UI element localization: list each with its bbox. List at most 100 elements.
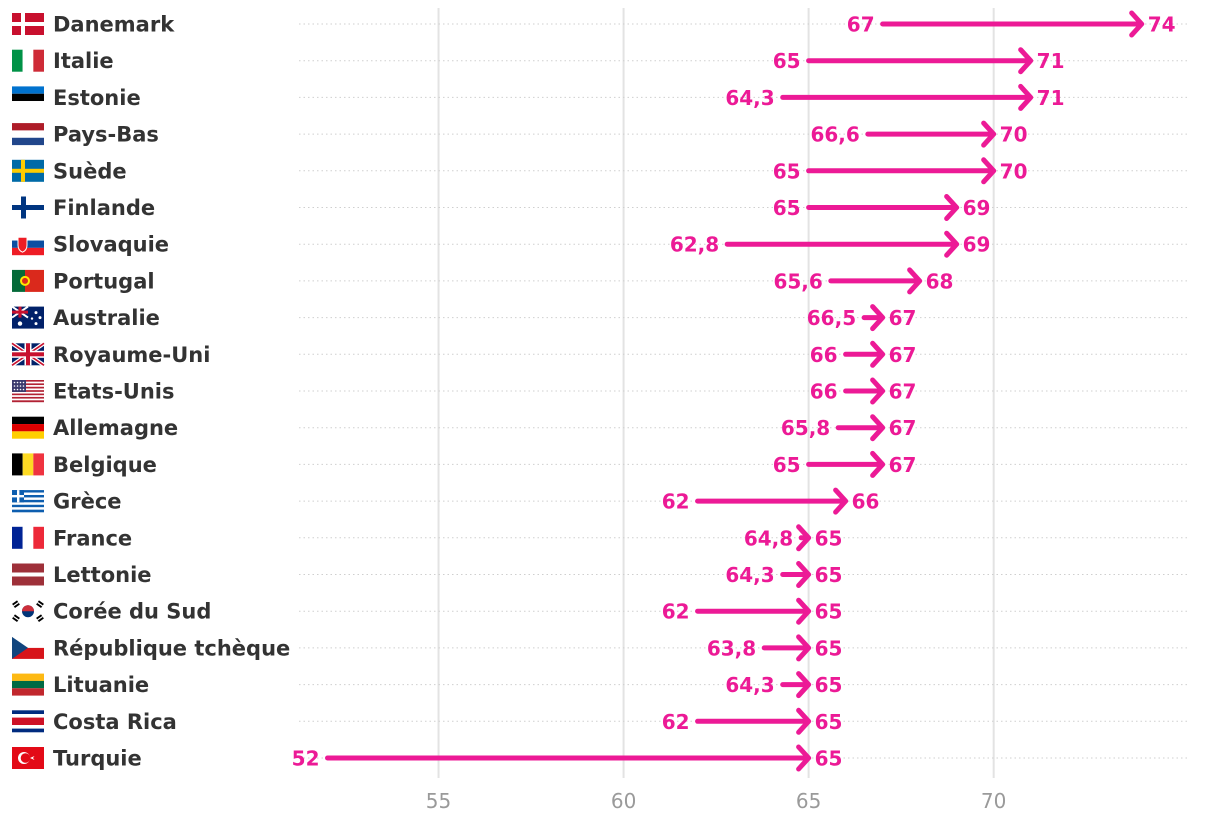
start-value-label: 65 — [773, 196, 801, 220]
arrow-head — [870, 414, 886, 442]
arrow-head — [1018, 83, 1034, 111]
row-dk: Danemark 67 74 — [12, 10, 1190, 38]
it-flag-icon — [12, 49, 44, 72]
kr-flag-icon — [12, 600, 44, 623]
x-tick-label: 70 — [981, 789, 1006, 813]
country-label: Royaume-Uni — [53, 343, 210, 367]
row-de: Allemagne 65,8 67 — [12, 414, 1190, 442]
start-value-label: 67 — [847, 13, 875, 37]
arrow-head — [944, 194, 960, 221]
start-value-label: 66,6 — [810, 123, 859, 147]
arrow-head — [870, 377, 886, 405]
country-label: Australie — [53, 306, 160, 330]
end-value-label: 65 — [815, 526, 843, 550]
country-label: Suède — [53, 159, 127, 183]
row-cz: République tchèque 63,8 65 — [12, 634, 1190, 662]
end-value-label: 67 — [889, 343, 917, 367]
row-cr: Costa Rica 62 65 — [12, 707, 1190, 735]
row-kr: Corée du Sud 62 65 — [12, 597, 1190, 625]
x-tick-label: 55 — [426, 789, 451, 813]
arrow-head — [870, 450, 886, 478]
country-label: Costa Rica — [53, 710, 177, 734]
row-be: Belgique 65 67 — [12, 450, 1190, 478]
start-value-label: 64,3 — [725, 673, 774, 697]
row-fi: Finlande 65 69 — [12, 194, 1190, 221]
start-value-label: 62 — [662, 710, 690, 734]
start-value-label: 63,8 — [707, 636, 756, 660]
start-value-label: 66 — [810, 343, 838, 367]
start-value-label: 66 — [810, 380, 838, 404]
arrow-head — [796, 524, 812, 552]
country-label: Allemagne — [53, 416, 178, 440]
country-label: Grèce — [53, 490, 122, 514]
arrow-head — [870, 304, 886, 332]
start-value-label: 65 — [773, 49, 801, 73]
fi-flag-icon — [12, 196, 44, 219]
end-value-label: 65 — [815, 747, 843, 771]
cr-flag-icon — [12, 710, 44, 733]
end-value-label: 74 — [1148, 13, 1176, 37]
start-value-label: 62 — [662, 600, 690, 624]
arrow-head — [981, 157, 997, 185]
arrow-head — [796, 634, 812, 662]
fr-flag-icon — [12, 526, 44, 549]
end-value-label: 66 — [852, 490, 880, 514]
country-label: Corée du Sud — [53, 600, 211, 624]
end-value-label: 67 — [889, 416, 917, 440]
country-label: Estonie — [53, 86, 141, 110]
us-flag-icon — [12, 380, 44, 403]
country-label: France — [53, 526, 132, 550]
country-label: Italie — [53, 49, 114, 73]
nl-flag-icon — [12, 123, 44, 146]
row-se: Suède 65 70 — [12, 157, 1190, 185]
row-fr: France 64,8 65 — [12, 524, 1190, 552]
country-label: Lettonie — [53, 563, 152, 587]
row-nl: Pays-Bas 66,6 70 — [12, 120, 1190, 148]
end-value-label: 65 — [815, 636, 843, 660]
de-flag-icon — [12, 416, 44, 439]
pt-flag-icon — [12, 269, 44, 292]
x-axis: 55 60 65 70 — [426, 789, 1007, 813]
au-flag-icon — [11, 305, 44, 329]
cz-flag-icon — [12, 636, 44, 659]
row-us: Etats-Unis 66 67 — [12, 377, 1190, 405]
start-value-label: 65 — [773, 159, 801, 183]
start-value-label: 62,8 — [670, 233, 719, 257]
arrow-head — [796, 561, 812, 588]
start-value-label: 65,8 — [781, 416, 830, 440]
start-value-label: 62 — [662, 490, 690, 514]
arrow-head — [1018, 47, 1034, 75]
end-value-label: 67 — [889, 306, 917, 330]
country-label: République tchèque — [53, 636, 290, 660]
row-tr: Turquie 52 65 — [12, 744, 1190, 772]
start-value-label: 64,3 — [725, 563, 774, 587]
country-label: Etats-Unis — [53, 380, 175, 404]
end-value-label: 65 — [815, 673, 843, 697]
arrow-head — [981, 120, 997, 148]
country-label: Danemark — [53, 13, 175, 37]
row-au: Australie 66,5 67 — [11, 304, 1190, 332]
x-tick-label: 65 — [796, 789, 821, 813]
start-value-label: 52 — [292, 747, 320, 771]
start-value-label: 65,6 — [773, 269, 822, 293]
sk-flag-icon — [12, 233, 44, 256]
end-value-label: 68 — [926, 269, 954, 293]
country-label: Lituanie — [53, 673, 149, 697]
row-pt: Portugal 65,6 68 — [12, 267, 1190, 295]
start-value-label: 66,5 — [807, 306, 856, 330]
country-label: Portugal — [53, 269, 155, 293]
end-value-label: 70 — [1000, 123, 1028, 147]
row-gb: Royaume-Uni 66 67 — [10, 340, 1190, 368]
end-value-label: 67 — [889, 380, 917, 404]
arrow-head — [796, 671, 812, 699]
arrow-head — [1129, 10, 1145, 38]
arrow-head — [833, 487, 849, 515]
row-ee: Estonie 64,3 71 — [12, 83, 1190, 111]
be-flag-icon — [12, 453, 44, 476]
arrow-head — [907, 267, 923, 295]
tr-flag-icon — [12, 747, 44, 769]
country-label: Slovaquie — [53, 233, 169, 257]
end-value-label: 67 — [889, 453, 917, 477]
row-lt: Lituanie 64,3 65 — [12, 671, 1190, 699]
